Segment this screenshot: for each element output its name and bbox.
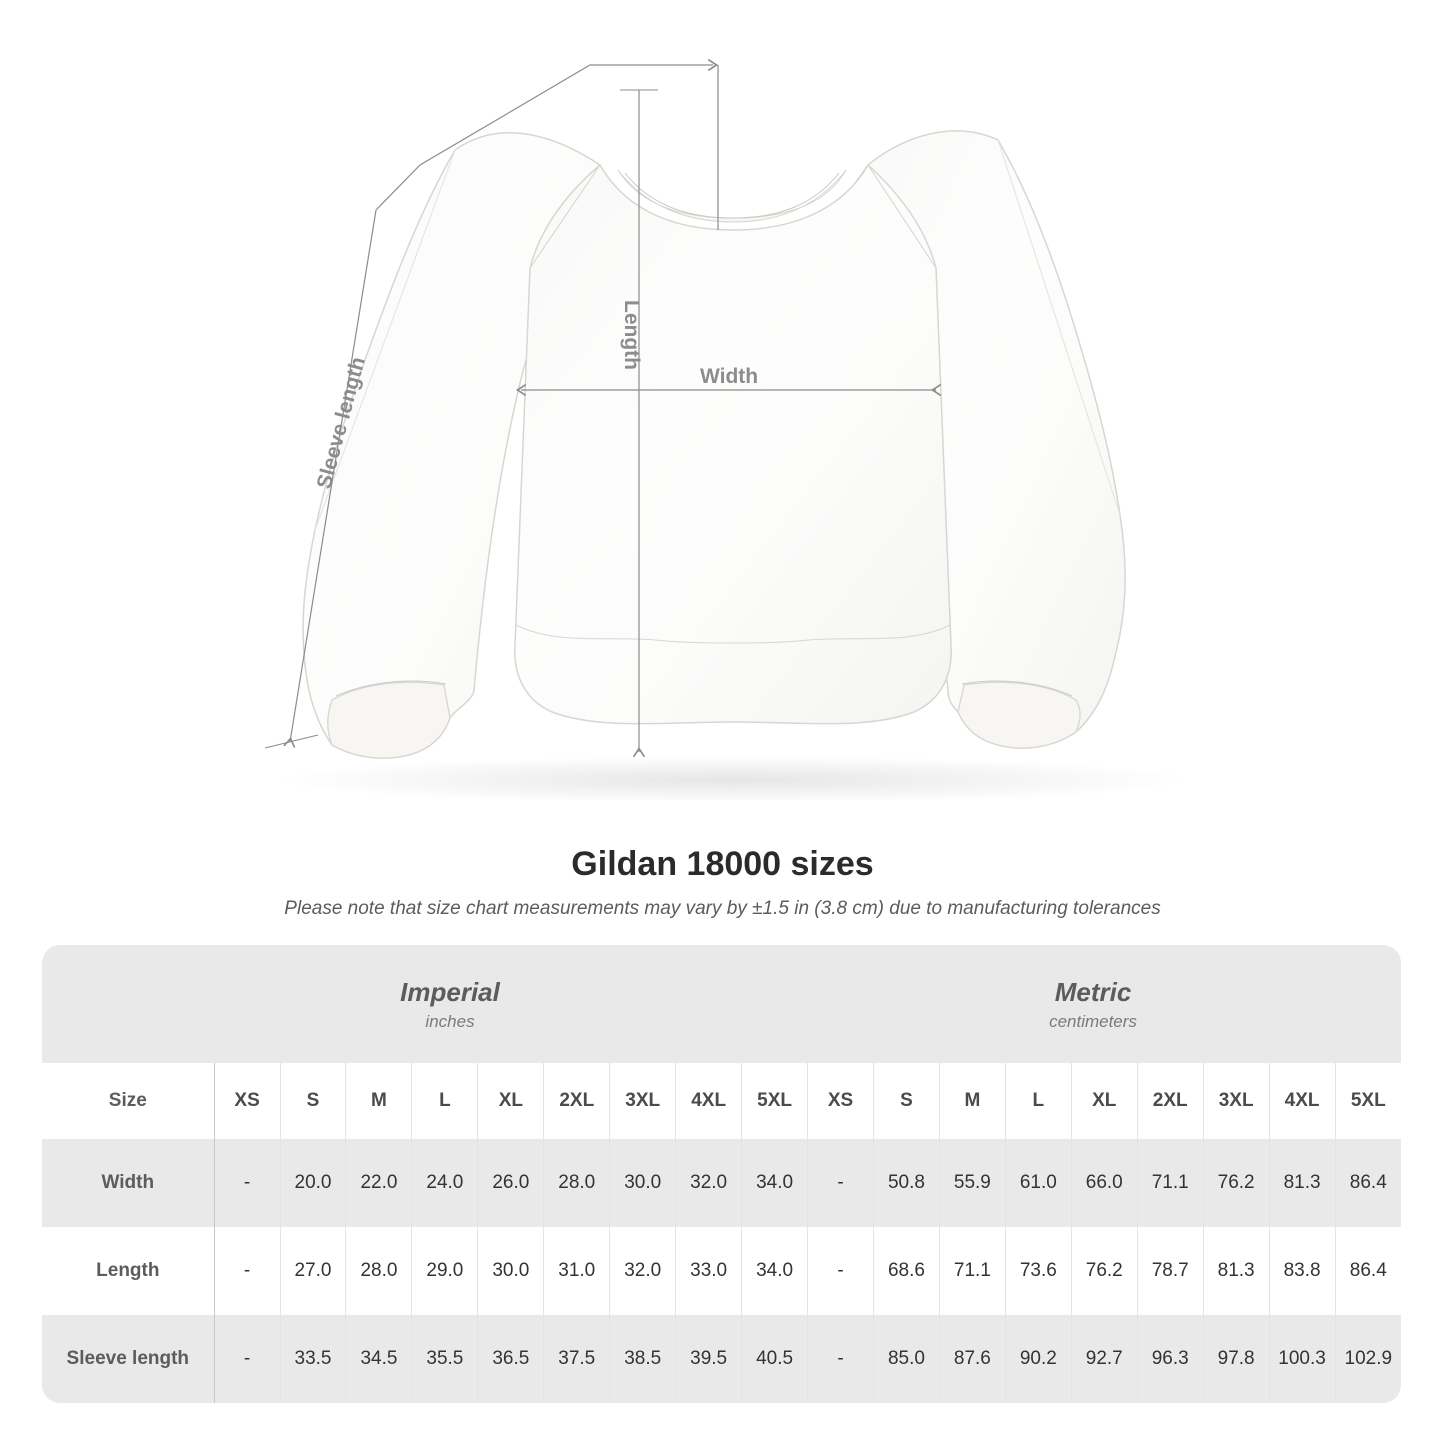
svg-text:Width: Width [700, 365, 758, 388]
svg-text:Sleeve length: Sleeve length [313, 355, 370, 492]
svg-text:Length: Length [620, 300, 643, 370]
